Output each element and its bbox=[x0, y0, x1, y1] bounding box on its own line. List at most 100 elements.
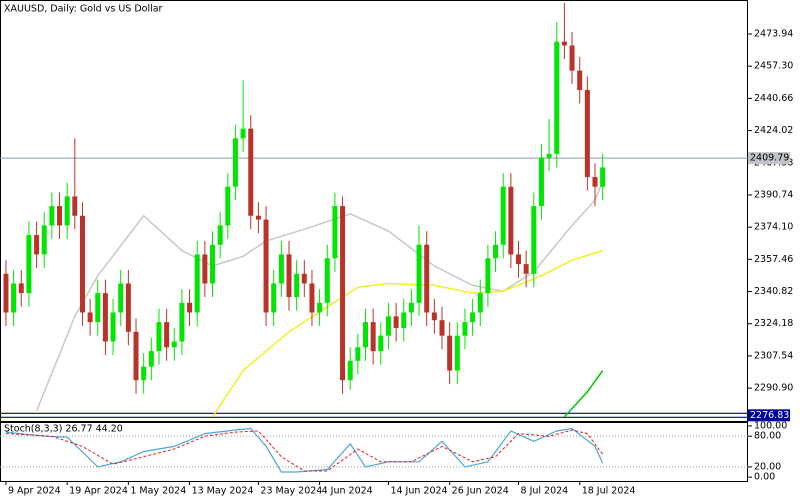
candle-body bbox=[561, 41, 567, 46]
candle-body bbox=[72, 196, 78, 216]
candle-body bbox=[263, 219, 269, 313]
candle-body bbox=[217, 225, 223, 245]
candle-body bbox=[309, 283, 315, 313]
candle-body bbox=[577, 70, 583, 90]
level-label: 2276.83 bbox=[750, 410, 789, 421]
candle-body bbox=[110, 312, 116, 342]
price-label: 2409.79 bbox=[750, 153, 789, 164]
stoch-label: Stoch(8,3,3) 26.77 44.20 bbox=[4, 424, 123, 435]
candle-body bbox=[171, 341, 177, 348]
candle-body bbox=[462, 322, 468, 336]
y-tick-label: 2424.02 bbox=[754, 125, 793, 136]
candle-body bbox=[133, 331, 139, 381]
y-tick-label: 2357.46 bbox=[754, 254, 793, 265]
candle-body bbox=[179, 302, 185, 342]
candle-body bbox=[18, 283, 24, 294]
candle-body bbox=[248, 128, 254, 216]
candle-body bbox=[393, 316, 399, 328]
price-label-box bbox=[748, 152, 790, 165]
candle-body bbox=[232, 138, 238, 187]
x-tick-label: 13 May 2024 bbox=[192, 486, 254, 497]
candle-body bbox=[286, 254, 292, 297]
y-tick-label: 2390.74 bbox=[754, 189, 793, 200]
candle-body bbox=[584, 89, 590, 178]
y-tick-label: 2307.54 bbox=[754, 350, 793, 361]
y-tick-label: 2324.18 bbox=[754, 318, 793, 329]
candle-body bbox=[141, 366, 147, 381]
candle-body bbox=[538, 157, 544, 207]
candle-body bbox=[416, 244, 422, 303]
candle-body bbox=[424, 244, 430, 313]
candle-body bbox=[500, 186, 506, 245]
candle-body bbox=[95, 293, 101, 323]
candle-body bbox=[79, 215, 85, 313]
candle-body bbox=[57, 206, 63, 226]
candle-body bbox=[156, 322, 162, 352]
candle-body bbox=[210, 244, 216, 284]
candle-body bbox=[485, 258, 491, 294]
level-label-box bbox=[748, 409, 790, 422]
candle-body bbox=[592, 177, 598, 187]
candle-body bbox=[240, 128, 246, 139]
x-tick-label: 9 Apr 2024 bbox=[8, 486, 61, 497]
candle-body bbox=[87, 312, 93, 323]
candle-body bbox=[439, 320, 445, 336]
candle-body bbox=[401, 312, 407, 328]
candle-body bbox=[3, 273, 9, 313]
candle-body bbox=[194, 254, 200, 313]
candle-body bbox=[164, 322, 170, 348]
candle-body bbox=[508, 186, 514, 255]
candle-body bbox=[454, 335, 460, 371]
candle-body bbox=[102, 293, 108, 342]
x-tick-label: 14 Jun 2024 bbox=[390, 486, 447, 497]
candle-body bbox=[187, 302, 193, 313]
candle-body bbox=[470, 312, 476, 323]
candle-body bbox=[447, 335, 453, 371]
x-tick-label: 18 Jul 2024 bbox=[582, 486, 636, 497]
stoch-signal bbox=[5, 429, 604, 472]
candle-body bbox=[477, 293, 483, 313]
y-tick-label: 2473.94 bbox=[754, 29, 793, 40]
x-tick-label: 8 Jul 2024 bbox=[521, 486, 569, 497]
stoch-pane-frame bbox=[0, 422, 748, 482]
y-tick-label: 2340.82 bbox=[754, 286, 793, 297]
candle-body bbox=[34, 235, 40, 255]
candle-body bbox=[324, 258, 330, 303]
x-tick-label: 26 Jun 2024 bbox=[452, 486, 509, 497]
candle-body bbox=[294, 273, 300, 297]
x-tick-label: 23 May 2024 bbox=[260, 486, 322, 497]
candle-body bbox=[355, 347, 361, 361]
candle-body bbox=[26, 235, 32, 294]
candle-body bbox=[125, 283, 131, 332]
x-tick-label: 1 May 2024 bbox=[130, 486, 186, 497]
moving-average bbox=[563, 370, 604, 418]
candle-body bbox=[49, 206, 55, 226]
stoch-main bbox=[5, 427, 604, 473]
candle-body bbox=[531, 206, 537, 274]
candle-body bbox=[271, 283, 277, 313]
candle-body bbox=[148, 351, 154, 367]
stoch-y-tick-label: 20.00 bbox=[754, 461, 781, 472]
candle-body bbox=[225, 186, 231, 226]
x-tick-label: 19 Apr 2024 bbox=[69, 486, 128, 497]
chart-title: XAUUSD, Daily: Gold vs US Dollar bbox=[4, 4, 163, 15]
candle-body bbox=[385, 316, 391, 336]
y-tick-label: 2440.66 bbox=[754, 93, 793, 104]
y-tick-label: 2290.90 bbox=[754, 383, 793, 394]
candle-body bbox=[301, 273, 307, 284]
stoch-y-tick-label: 80.00 bbox=[754, 431, 781, 442]
candle-body bbox=[11, 283, 17, 313]
candle-body bbox=[378, 335, 384, 352]
candle-body bbox=[600, 167, 606, 187]
candle-body bbox=[255, 215, 261, 220]
candle-body bbox=[554, 41, 560, 154]
candle-body bbox=[118, 283, 124, 313]
candle-body bbox=[340, 206, 346, 381]
candle-body bbox=[523, 264, 529, 274]
candle-body bbox=[370, 322, 376, 352]
candle-body bbox=[546, 153, 552, 158]
